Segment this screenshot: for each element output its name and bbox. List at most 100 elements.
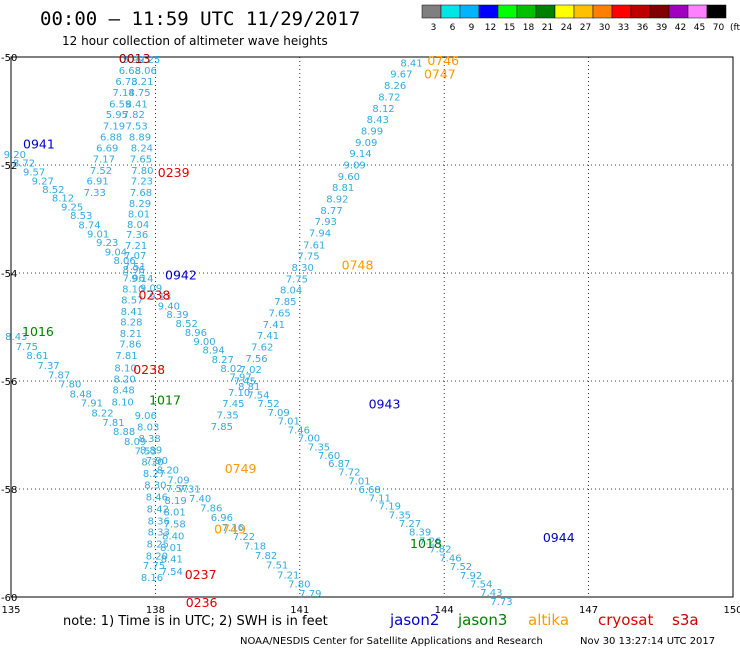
wave-height-point: 8.39 [409, 528, 431, 539]
wave-height-point: 9.67 [390, 70, 412, 81]
wave-height-point: 7.07 [124, 251, 146, 262]
legend-label: 45 [694, 23, 705, 33]
wave-height-point: 8.01 [164, 508, 186, 519]
wave-height-point: 9.13 [149, 292, 171, 303]
wave-height-point: 7.75 [286, 274, 308, 285]
footer-credit: NOAA/NESDIS Center for Satellite Applica… [240, 636, 543, 647]
wave-height-point: 8.41 [125, 99, 147, 110]
wave-height-point: 7.79 [299, 589, 321, 600]
wave-height-point: 7.52 [257, 399, 279, 410]
y-tick-label: -58 [1, 485, 17, 496]
wave-height-point: 7.37 [37, 361, 59, 372]
wave-height-point: 8.41 [161, 555, 183, 566]
wave-height-point: 8.57 [121, 295, 143, 306]
wave-height-point: 8.52 [176, 319, 198, 330]
wave-height-point: 8.20 [113, 374, 135, 385]
wave-height-point: 9.40 [158, 301, 180, 312]
x-tick-label: 150 [723, 605, 740, 616]
y-tick-label: -60 [1, 593, 17, 604]
wave-height-point: 8.19 [164, 496, 186, 507]
wave-height-point: 8.20 [157, 466, 179, 477]
wave-height-point: 8.25 [147, 540, 169, 551]
wave-height-point: 7.54 [247, 391, 269, 402]
wave-height-point: 8.38 [138, 434, 160, 445]
wave-height-point: 7.02 [240, 365, 262, 376]
x-tick-label: 138 [146, 605, 165, 616]
wave-height-point: 7.65 [130, 155, 152, 166]
wave-height-point: 9.27 [32, 177, 54, 188]
pass-time-label: 0238 [133, 362, 165, 377]
wave-height-point: 8.36 [148, 516, 170, 527]
wave-height-point: 9.09 [355, 138, 377, 149]
x-tick-label: 144 [435, 605, 454, 616]
wave-height-point: 8.10 [112, 398, 134, 409]
wave-height-point: 7.45 [234, 376, 256, 387]
wave-height-point: 8.53 [70, 211, 92, 222]
wave-height-points: 5.926.686.737.146.595.957.196.886.697.17… [4, 55, 513, 608]
legend-swatch [459, 4, 480, 19]
wave-height-point: 8.75 [128, 88, 150, 99]
wave-height-point: 8.09 [124, 437, 146, 448]
wave-height-point: 7.27 [399, 519, 421, 530]
wave-height-point: 7.68 [130, 188, 152, 199]
wave-height-point: 8.77 [320, 206, 342, 217]
y-tick-label: -54 [1, 269, 17, 280]
wave-height-point: 8.41 [121, 307, 143, 318]
wave-height-point: 7.45 [222, 399, 244, 410]
wave-height-point: 7.19 [103, 122, 125, 133]
wave-height-point: 7.14 [112, 88, 134, 99]
wave-height-point: 8.30 [292, 263, 314, 274]
wave-height-point: 7.10 [228, 388, 250, 399]
wave-height-point: 8.02 [220, 364, 242, 375]
legend-label: 36 [637, 23, 649, 33]
wave-height-point: 8.99 [361, 126, 383, 137]
wave-height-point: 7.80 [288, 580, 310, 591]
wave-height-point: 7.86 [119, 340, 141, 351]
wave-height-point: 9.00 [193, 337, 215, 348]
wave-height-point: 7.80 [131, 166, 153, 177]
wave-height-point: 8.12 [372, 104, 394, 115]
wave-height-point: 7.58 [164, 520, 186, 531]
legend-swatch [535, 4, 556, 19]
grid-lines [11, 56, 733, 598]
legend-label: 21 [542, 23, 553, 33]
wave-height-point: 8.40 [162, 531, 184, 542]
wave-height-point: 7.11 [369, 494, 391, 505]
wave-height-point: 8.27 [212, 355, 234, 366]
legend-swatch [649, 4, 670, 19]
legend-label: 24 [561, 23, 573, 33]
wave-height-point: 8.04 [280, 286, 302, 297]
wave-height-point: 7.00 [298, 434, 320, 445]
wave-height-point: 8.46 [146, 493, 168, 504]
wave-height-point: 7.92 [460, 571, 482, 582]
legend-label: 9 [469, 23, 475, 33]
pass-time-label: 0236 [186, 595, 218, 610]
wave-height-point: 7.23 [131, 177, 153, 188]
wave-height-point: 7.26 [419, 536, 441, 547]
wave-height-point: 7.52 [90, 166, 112, 177]
y-tick-label: -52 [1, 161, 17, 172]
legend-swatch [592, 4, 613, 19]
legend-swatch [687, 4, 708, 19]
wave-height-point: 8.21 [131, 77, 153, 88]
wave-height-point: 9.25 [138, 55, 160, 66]
x-tick-label: 147 [579, 605, 598, 616]
pass-time-label: 1018 [410, 536, 442, 551]
wave-height-point: 9.20 [4, 150, 26, 161]
y-tick-label: -56 [1, 377, 17, 388]
wave-height-point: 9.01 [87, 230, 109, 241]
wave-height-point: 7.75 [16, 342, 38, 353]
legend-swatch [421, 4, 442, 19]
wave-height-point: 7.22 [233, 532, 255, 543]
wave-height-point: 9.09 [344, 160, 366, 171]
wave-height-point: 9.60 [338, 172, 360, 183]
wave-height-point: 8.72 [378, 92, 400, 103]
wave-height-point: 5.95 [106, 110, 128, 121]
wave-height-point: 7.21 [125, 241, 147, 252]
y-tick-label: -50 [1, 53, 17, 64]
legend-swatch [440, 4, 461, 19]
chart-title: 00:00 – 11:59 UTC 11/29/2017 [40, 8, 360, 30]
wave-height-point: 8.16 [141, 573, 163, 584]
wave-height-point: 7.86 [200, 503, 222, 514]
wave-height-point: 7.54 [470, 580, 492, 591]
